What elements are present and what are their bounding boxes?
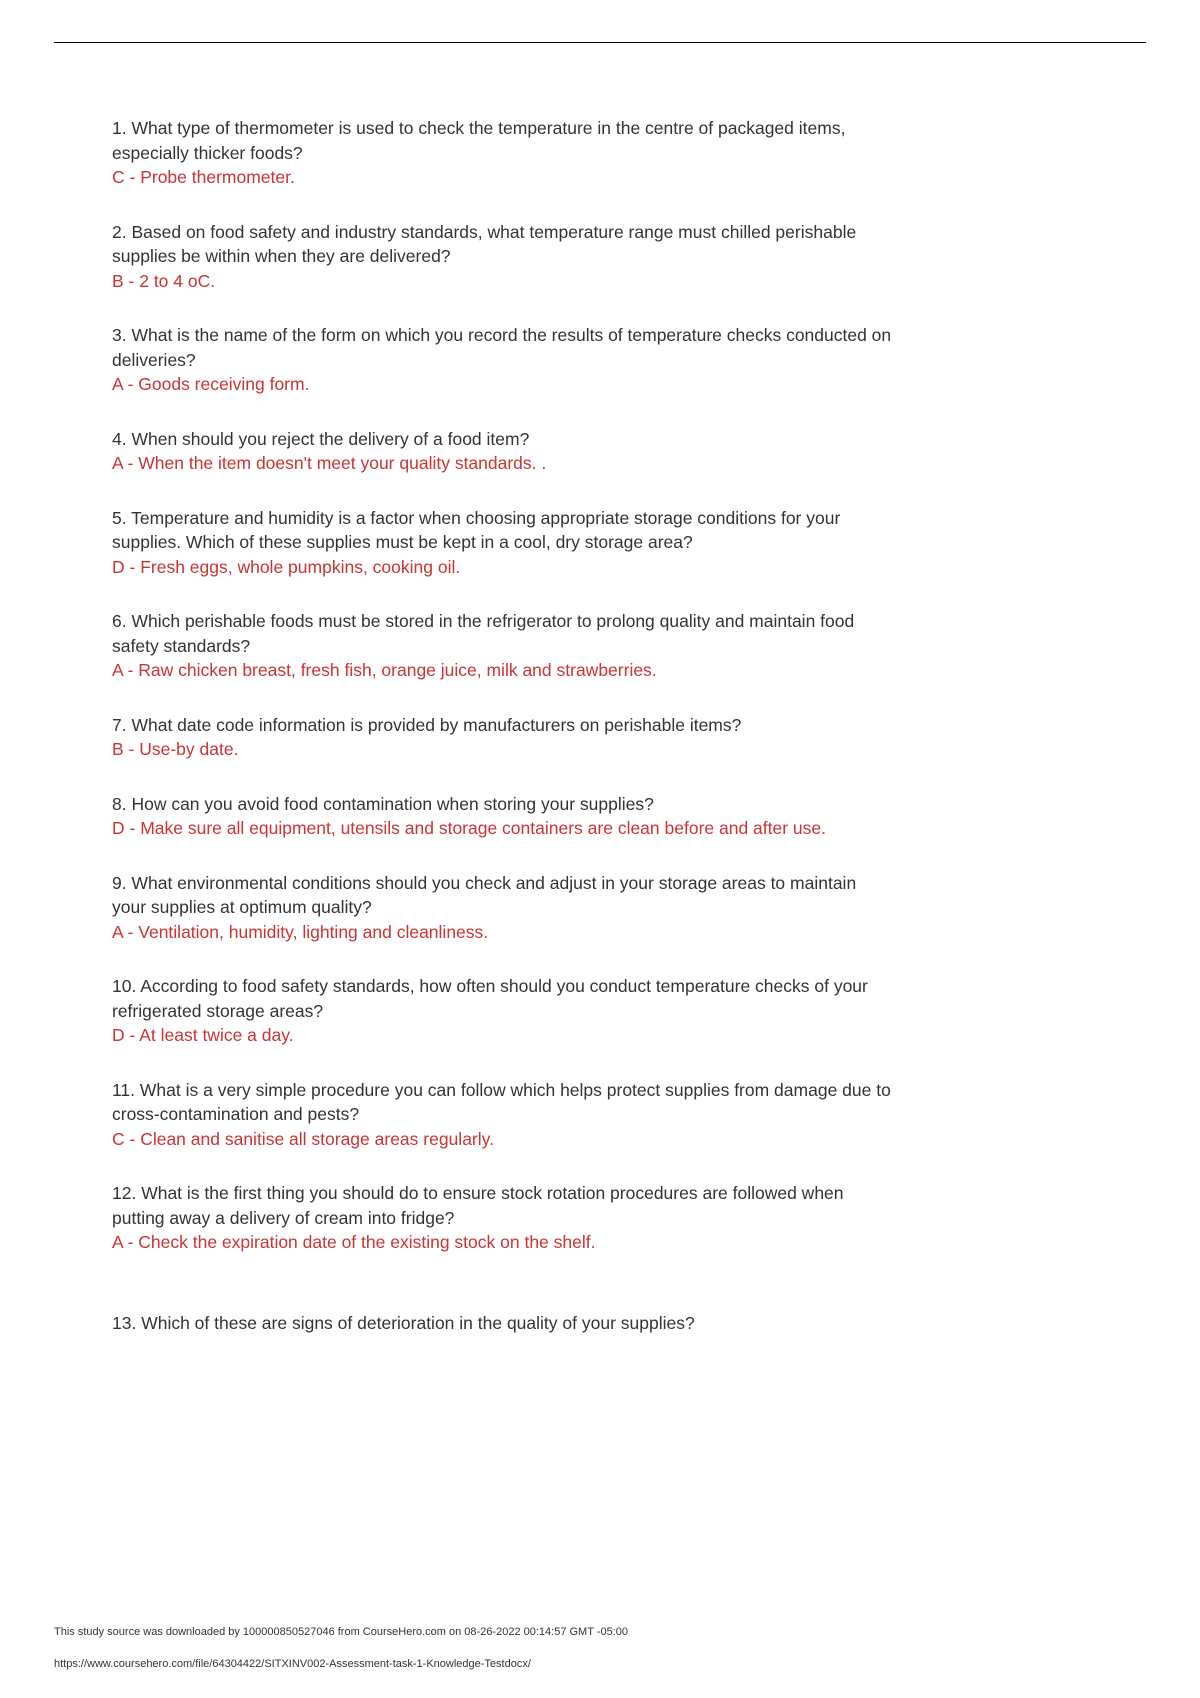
content-area: 1. What type of thermometer is used to c… <box>112 116 892 1365</box>
question-text: 5. Temperature and humidity is a factor … <box>112 506 892 555</box>
question-block: 2. Based on food safety and industry sta… <box>112 220 892 294</box>
question-text: 13. Which of these are signs of deterior… <box>112 1311 892 1336</box>
answer-text: A - Raw chicken breast, fresh fish, oran… <box>112 658 892 683</box>
question-block: 11. What is a very simple procedure you … <box>112 1078 892 1152</box>
answer-text: A - Ventilation, humidity, lighting and … <box>112 920 892 945</box>
question-block: 9. What environmental conditions should … <box>112 871 892 945</box>
question-text: 4. When should you reject the delivery o… <box>112 427 892 452</box>
question-block: 12. What is the first thing you should d… <box>112 1181 892 1255</box>
answer-text: C - Probe thermometer. <box>112 165 892 190</box>
answer-text: D - Fresh eggs, whole pumpkins, cooking … <box>112 555 892 580</box>
question-block: 5. Temperature and humidity is a factor … <box>112 506 892 580</box>
top-border <box>54 42 1146 43</box>
answer-text: A - Check the expiration date of the exi… <box>112 1230 892 1255</box>
question-text: 6. Which perishable foods must be stored… <box>112 609 892 658</box>
question-text: 12. What is the first thing you should d… <box>112 1181 892 1230</box>
question-text: 2. Based on food safety and industry sta… <box>112 220 892 269</box>
answer-text: A - When the item doesn't meet your qual… <box>112 451 892 476</box>
footer-download-info: This study source was downloaded by 1000… <box>54 1626 628 1638</box>
question-block: 6. Which perishable foods must be stored… <box>112 609 892 683</box>
question-block: 1. What type of thermometer is used to c… <box>112 116 892 190</box>
question-block: 4. When should you reject the delivery o… <box>112 427 892 476</box>
question-block: 8. How can you avoid food contamination … <box>112 792 892 841</box>
question-text: 11. What is a very simple procedure you … <box>112 1078 892 1127</box>
question-block: 10. According to food safety standards, … <box>112 974 892 1048</box>
answer-text: A - Goods receiving form. <box>112 372 892 397</box>
answer-text: C - Clean and sanitise all storage areas… <box>112 1127 892 1152</box>
question-text: 10. According to food safety standards, … <box>112 974 892 1023</box>
answer-text: B - 2 to 4 oC. <box>112 269 892 294</box>
question-block: 3. What is the name of the form on which… <box>112 323 892 397</box>
question-text: 8. How can you avoid food contamination … <box>112 792 892 817</box>
question-text: 3. What is the name of the form on which… <box>112 323 892 372</box>
question-block: 7. What date code information is provide… <box>112 713 892 762</box>
footer-url: https://www.coursehero.com/file/64304422… <box>54 1658 531 1670</box>
question-block: 13. Which of these are signs of deterior… <box>112 1311 892 1336</box>
answer-text: D - At least twice a day. <box>112 1023 892 1048</box>
answer-text: B - Use-by date. <box>112 737 892 762</box>
question-text: 7. What date code information is provide… <box>112 713 892 738</box>
question-text: 9. What environmental conditions should … <box>112 871 892 920</box>
answer-text: D - Make sure all equipment, utensils an… <box>112 816 892 841</box>
question-text: 1. What type of thermometer is used to c… <box>112 116 892 165</box>
